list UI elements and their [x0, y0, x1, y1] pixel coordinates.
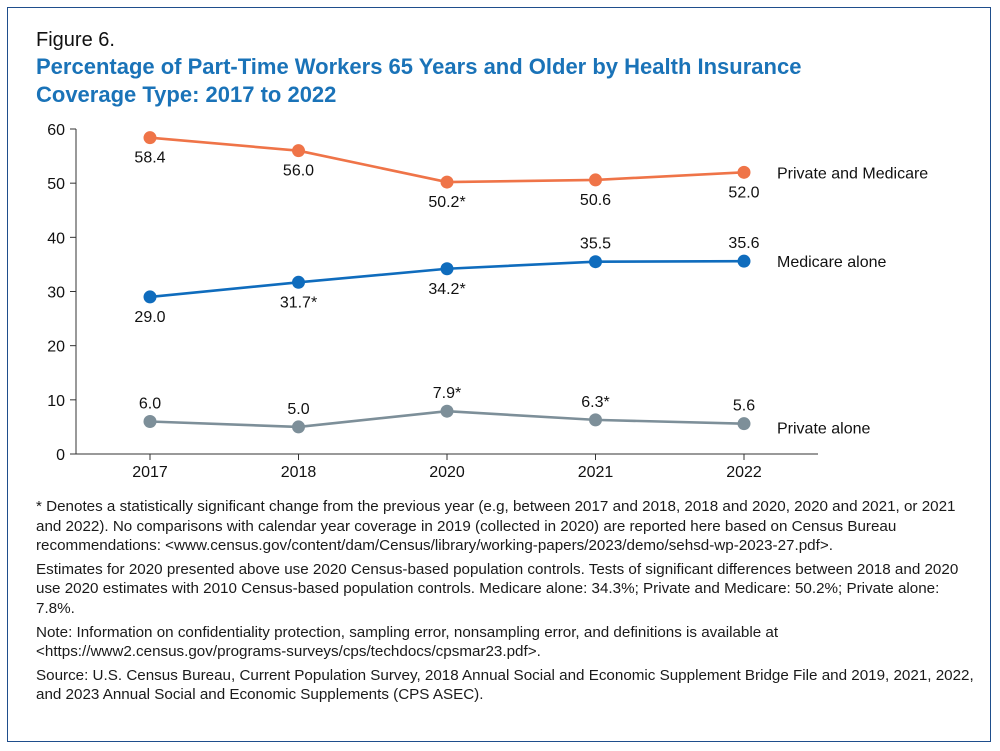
chart-title-line-2: Coverage Type: 2017 to 2022	[36, 82, 337, 107]
data-point	[143, 415, 157, 428]
data-point	[440, 404, 454, 418]
line-chart: 0 10 20 30 40 50 60 2017 2018 2020 2021 2022 58.4 56.…	[47, 122, 928, 481]
y-tick-label: 0	[56, 447, 65, 464]
figure-label: Figure 6.	[36, 29, 115, 51]
data-label: 31.7*	[280, 294, 317, 311]
data-label: 5.0	[287, 401, 309, 418]
data-label: 52.0	[728, 184, 759, 201]
data-label: 35.6	[728, 235, 759, 252]
data-label: 50.6	[580, 192, 611, 209]
data-label: 56.0	[283, 163, 314, 180]
y-tick-label: 10	[47, 393, 65, 410]
footnote-significance: * Denotes a statistically significant ch…	[36, 498, 956, 555]
data-point	[143, 290, 157, 304]
x-tick-label: 2017	[132, 464, 168, 481]
x-tick-label: 2022	[726, 464, 762, 481]
data-label: 5.6	[733, 398, 755, 415]
chart-title-line-1: Percentage of Part-Time Workers 65 Years…	[36, 54, 802, 79]
data-label: 58.4	[134, 150, 165, 167]
data-point	[737, 165, 751, 179]
data-point	[589, 173, 602, 187]
y-tick-label: 40	[47, 230, 65, 247]
data-point	[292, 144, 305, 158]
y-tick-label: 50	[47, 176, 65, 193]
data-point	[292, 275, 305, 289]
x-tick-label: 2018	[281, 464, 317, 481]
data-point	[589, 413, 602, 427]
x-tick-label: 2021	[578, 464, 614, 481]
data-point	[737, 254, 751, 268]
series-label: Medicare alone	[777, 254, 887, 271]
footnote-source: Source: U.S. Census Bureau, Current Popu…	[36, 666, 974, 704]
chart-notes: * Denotes a statistically significant ch…	[36, 497, 976, 709]
data-point	[589, 255, 602, 269]
series-line	[149, 136, 745, 184]
data-point	[440, 262, 454, 276]
footnote-population-controls: Estimates for 2020 presented above use 2…	[36, 560, 959, 617]
data-label: 6.0	[139, 396, 161, 413]
data-label: 35.5	[580, 236, 611, 253]
series-label: Private and Medicare	[777, 165, 928, 182]
data-label: 50.2*	[428, 194, 465, 211]
figure-frame	[7, 7, 991, 742]
data-point	[737, 417, 751, 431]
y-tick-label: 60	[47, 122, 65, 139]
y-tick-label: 20	[47, 339, 65, 356]
data-point	[440, 175, 454, 189]
data-label: 7.9*	[433, 385, 461, 402]
data-label: 29.0	[134, 309, 165, 326]
footnote-confidentiality: Note: Information on confidentiality pro…	[36, 623, 779, 661]
data-point	[143, 131, 157, 145]
data-point	[292, 420, 305, 434]
series-label: Private alone	[777, 421, 870, 438]
chart-title: Percentage of Part-Time Workers 65 Years…	[36, 53, 966, 109]
y-tick-label: 30	[47, 285, 65, 302]
data-label: 6.3*	[581, 394, 609, 411]
data-label: 34.2*	[428, 281, 465, 298]
x-tick-label: 2020	[429, 464, 465, 481]
